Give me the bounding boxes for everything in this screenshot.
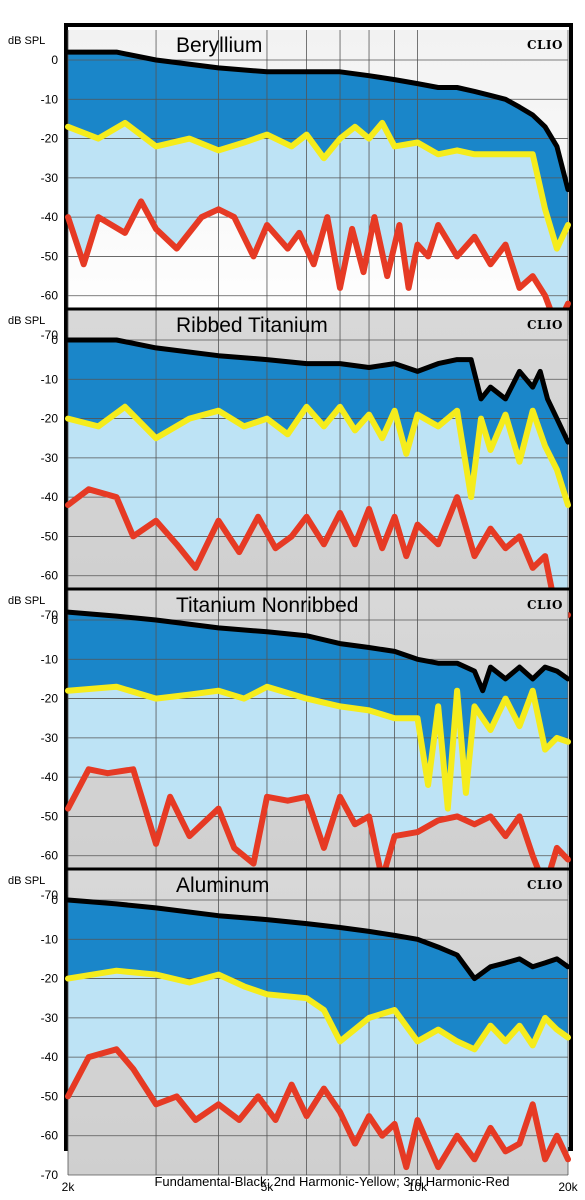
x-tick-label: 20k [558, 1180, 578, 1194]
y-tick-label: -40 [41, 770, 59, 784]
second-harmonic-line [65, 403, 571, 508]
chart-panel-4: Aluminum CLIO dB SPL 0 -10 -20 -30 -40 -50 -60 -70 [8, 867, 571, 1182]
y-tick-label: -10 [41, 372, 59, 386]
y-tick-label: -30 [41, 1011, 59, 1025]
third-harmonic-line [65, 766, 571, 891]
fundamental-to-second-fill [68, 612, 568, 809]
y-tick-label: 0 [51, 613, 58, 627]
chart-panel-3: Titanium Nonribbed CLIO dB SPL 0 -10 -20 -30 -4… [8, 587, 571, 902]
x-tick-label: 2k [62, 1180, 76, 1194]
fundamental-to-second-fill [68, 340, 568, 505]
fundamental-line [65, 609, 571, 694]
fundamental-to-second-fill [68, 900, 568, 1050]
y-tick-label: -60 [41, 569, 59, 583]
y-unit-label: dB SPL [8, 315, 45, 327]
clio-logo: CLIO [527, 878, 563, 892]
second-harmonic-line [65, 119, 571, 252]
y-tick-label: -40 [41, 490, 59, 504]
y-tick-label: -20 [41, 132, 59, 146]
y-tick-label: 0 [51, 333, 58, 347]
y-tick-label: -70 [41, 608, 59, 622]
y-tick-label: -50 [41, 1089, 59, 1103]
y-tick-label: -60 [41, 289, 59, 303]
second-to-third-fill [68, 686, 568, 888]
chart-title: Ribbed Titanium [176, 314, 328, 337]
x-tick-label: 5k [261, 1180, 275, 1194]
y-tick-label: -30 [41, 731, 59, 745]
y-tick-label: -70 [41, 1168, 59, 1182]
fundamental-to-second-fill [68, 52, 568, 249]
x-tick-label: 10k [408, 1180, 428, 1194]
y-tick-label: -20 [41, 692, 59, 706]
clio-logo: CLIO [527, 38, 563, 52]
fundamental-line [65, 897, 571, 982]
y-tick-label: 0 [51, 893, 58, 907]
chart-title: Titanium Nonribbed [176, 594, 358, 617]
third-harmonic-line [65, 198, 571, 331]
clio-logo: CLIO [527, 598, 563, 612]
second-to-third-fill [68, 970, 568, 1168]
y-tick-label: -60 [41, 1129, 59, 1143]
chart-panel-1: Beryllium CLIO dB SPL 0 -10 -20 -30 -40 -50 -60 -7… [8, 30, 571, 342]
fundamental-line [65, 49, 571, 193]
y-tick-label: 0 [51, 53, 58, 67]
y-tick-label: -20 [41, 412, 59, 426]
y-tick-label: -70 [41, 328, 59, 342]
chart-panel-2: Ribbed Titanium CLIO dB SPL 0 -10 -20 -30 -40 -5… [8, 307, 571, 622]
second-to-third-fill [68, 122, 568, 328]
y-tick-label: -20 [41, 972, 59, 986]
third-harmonic-line [65, 1046, 571, 1171]
y-tick-label: -10 [41, 932, 59, 946]
y-unit-label: dB SPL [8, 595, 45, 607]
y-tick-label: -40 [41, 1050, 59, 1064]
second-harmonic-line [65, 683, 571, 812]
y-tick-label: -50 [41, 529, 59, 543]
y-tick-label: -30 [41, 171, 59, 185]
y-tick-label: -30 [41, 451, 59, 465]
chart-title: Beryllium [176, 34, 262, 57]
second-harmonic-line [65, 967, 571, 1053]
fundamental-line [65, 337, 571, 445]
chart-title: Aluminum [176, 874, 269, 897]
y-tick-label: -10 [41, 652, 59, 666]
y-tick-label: -10 [41, 92, 59, 106]
y-tick-label: -40 [41, 210, 59, 224]
third-harmonic-line [65, 486, 571, 618]
clio-logo: CLIO [527, 318, 563, 332]
y-unit-label: dB SPL [8, 35, 45, 47]
y-unit-label: dB SPL [8, 875, 45, 887]
y-tick-label: -60 [41, 849, 59, 863]
legend-caption: Fundamental-Black; 2nd Harmonic-Yellow; … [154, 1174, 509, 1189]
y-tick-label: -70 [41, 888, 59, 902]
y-tick-label: -50 [41, 809, 59, 823]
y-tick-label: -50 [41, 249, 59, 263]
